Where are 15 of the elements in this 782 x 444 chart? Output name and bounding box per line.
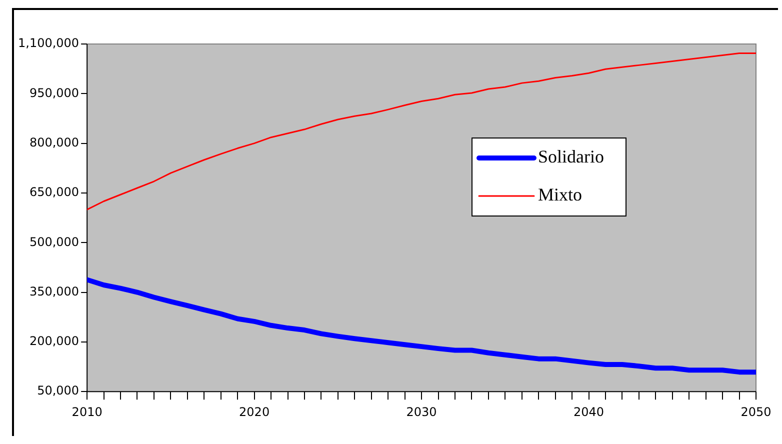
y-tick-label: 200,000 — [29, 334, 80, 348]
y-tick-label: 950,000 — [29, 86, 80, 100]
x-tick-label: 2010 — [72, 404, 102, 419]
x-tick-label: 2040 — [573, 404, 604, 419]
y-tick-label: 650,000 — [29, 185, 80, 200]
x-tick-label: 2050 — [740, 404, 772, 419]
y-tick-label: 500,000 — [29, 234, 80, 249]
legend-label: Mixto — [538, 184, 582, 205]
y-tick-label: 350,000 — [29, 284, 80, 298]
x-tick-label: 2030 — [406, 404, 437, 419]
y-tick-label: 1,100,000 — [18, 36, 80, 50]
legend-label: Solidario — [538, 146, 604, 167]
y-tick-label: 50,000 — [37, 384, 80, 398]
x-tick-label: 2020 — [239, 404, 270, 419]
y-tick-label: 800,000 — [29, 135, 80, 150]
